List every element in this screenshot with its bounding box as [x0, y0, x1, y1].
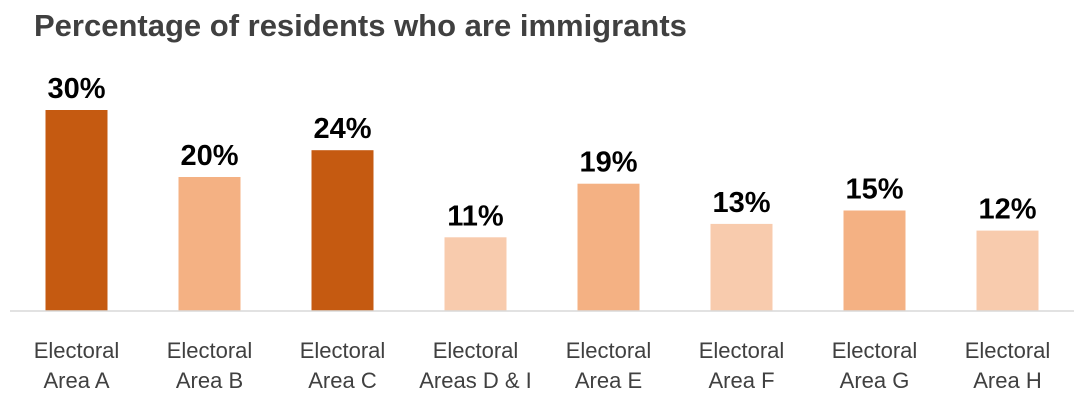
- category-label-line: Area A: [43, 368, 109, 393]
- bars-layer: [45, 110, 1039, 311]
- category-label-line: Electoral: [965, 338, 1051, 363]
- category-label-7: Electoral Area G: [832, 338, 918, 393]
- category-label-line: Area G: [840, 368, 910, 393]
- value-label-7: 15%: [845, 174, 903, 206]
- category-label-line: Electoral: [832, 338, 918, 363]
- bar-4: [444, 237, 507, 311]
- category-label-line: Area B: [176, 368, 243, 393]
- value-label-6: 13%: [712, 187, 770, 219]
- value-label-1: 30%: [47, 73, 105, 105]
- bar-1: [45, 110, 108, 311]
- value-label-2: 20%: [180, 140, 238, 172]
- category-label-line: Electoral: [699, 338, 785, 363]
- category-label-line: Electoral: [566, 338, 652, 363]
- category-label-line: Electoral: [433, 338, 519, 363]
- bar-7: [843, 210, 906, 311]
- value-label-3: 24%: [313, 113, 371, 145]
- value-labels-layer: 30% 20% 24% 11% 19% 13% 15% 12%: [47, 73, 1036, 232]
- category-label-line: Area E: [575, 368, 642, 393]
- category-labels-layer: Electoral Area A Electoral Area B Electoral A…: [34, 338, 1051, 393]
- category-label-line: Electoral: [34, 338, 120, 363]
- bar-3: [311, 150, 374, 311]
- category-label-4: Electoral Areas D & I: [419, 338, 531, 393]
- value-label-8: 12%: [978, 194, 1036, 226]
- bar-2: [178, 177, 241, 311]
- category-label-6: Electoral Area F: [699, 338, 785, 393]
- category-label-line: Area F: [708, 368, 774, 393]
- category-label-line: Area H: [973, 368, 1041, 393]
- bar-5: [577, 183, 640, 311]
- category-label-1: Electoral Area A: [34, 338, 120, 393]
- bar-6: [710, 223, 773, 311]
- category-label-line: Electoral: [167, 338, 253, 363]
- value-label-5: 19%: [579, 147, 637, 179]
- category-label-8: Electoral Area H: [965, 338, 1051, 393]
- chart-title: Percentage of residents who are immigran…: [34, 8, 687, 43]
- category-label-line: Areas D & I: [419, 368, 531, 393]
- category-label-3: Electoral Area C: [300, 338, 386, 393]
- category-label-line: Area C: [308, 368, 377, 393]
- category-label-line: Electoral: [300, 338, 386, 363]
- category-label-2: Electoral Area B: [167, 338, 253, 393]
- value-label-4: 11%: [447, 200, 504, 232]
- bar-8: [976, 230, 1039, 311]
- category-label-5: Electoral Area E: [566, 338, 652, 393]
